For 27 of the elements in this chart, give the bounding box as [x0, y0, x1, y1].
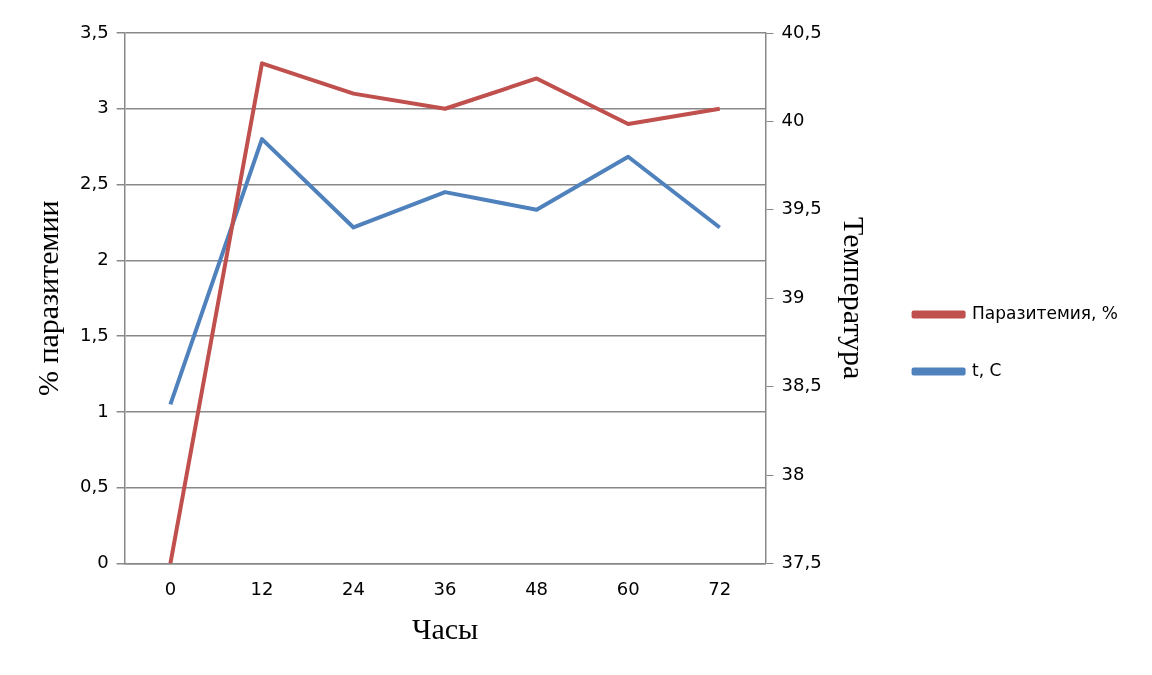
y2-axis-title: Температура — [837, 216, 871, 380]
x-tick-label: 72 — [708, 577, 732, 599]
y-tick-label: 1,5 — [79, 323, 109, 345]
y2-tick-label: 40,5 — [781, 20, 822, 42]
y2-tick-label: 39 — [781, 285, 805, 307]
y-tick-label: 1 — [97, 399, 109, 421]
y2-tick-label: 39,5 — [781, 197, 822, 219]
y-tick-label: 3 — [97, 96, 109, 118]
y2-tick-label: 38,5 — [781, 374, 822, 396]
x-tick-label: 24 — [342, 577, 365, 599]
x-tick-label: 0 — [164, 577, 177, 599]
y-tick-label: 3,5 — [79, 20, 109, 42]
legend-label: t, C — [972, 359, 1002, 380]
y-tick-label: 2 — [97, 247, 109, 269]
y2-tick-label: 38 — [781, 462, 805, 484]
y-tick-label: 2,5 — [79, 172, 109, 194]
x-tick-label: 36 — [433, 577, 457, 599]
y-tick-label: 0,5 — [79, 475, 109, 497]
x-axis-title: Часы — [411, 611, 479, 645]
x-tick-label: 12 — [250, 577, 274, 599]
y-axis-title: % паразитемии — [30, 200, 64, 396]
y2-tick-label: 37,5 — [781, 551, 822, 573]
x-tick-label: 60 — [616, 577, 640, 599]
legend-label: Паразитемия, % — [972, 302, 1118, 323]
y-tick-label: 0 — [97, 551, 109, 573]
x-tick-label: 48 — [525, 577, 549, 599]
y2-tick-label: 40 — [781, 109, 805, 131]
